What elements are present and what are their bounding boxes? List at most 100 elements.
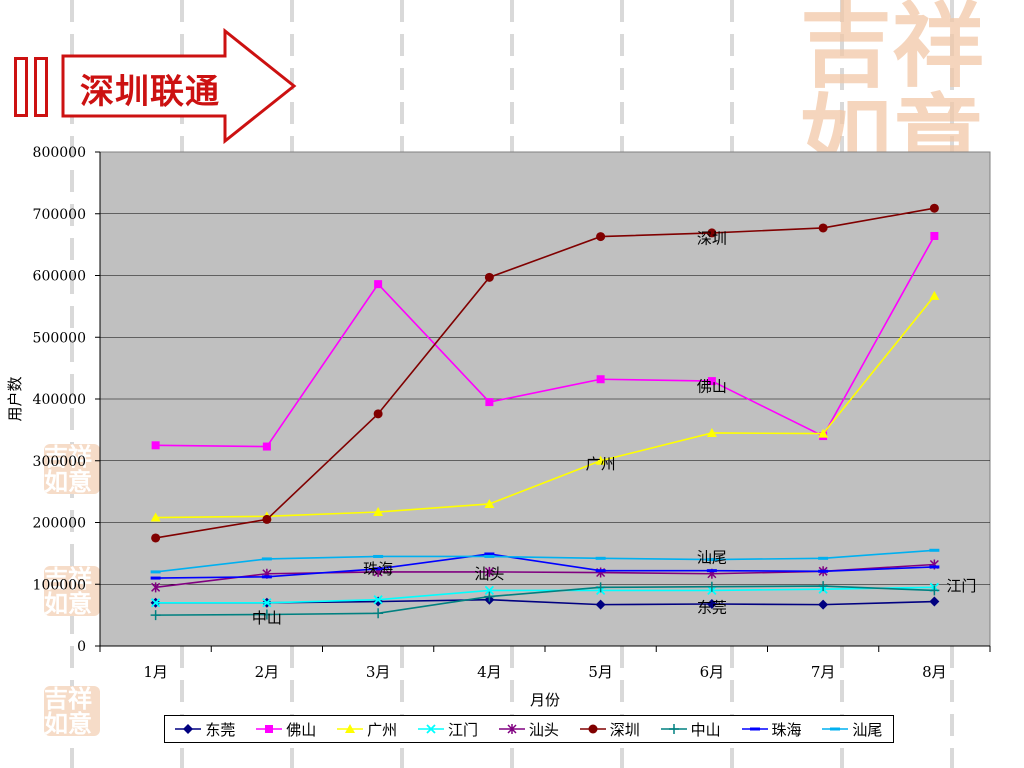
data-point-珠海 (706, 569, 717, 573)
legend-marker (749, 727, 760, 731)
data-point-广州 (818, 428, 829, 438)
data-point-佛山 (374, 280, 383, 289)
data-point-珠海 (929, 565, 940, 569)
legend-item: 珠海 (741, 719, 802, 740)
x-tick-label: 7月 (811, 663, 836, 681)
legend-marker (507, 724, 517, 734)
y-tick-label: 300000 (33, 454, 86, 470)
series-annotation: 中山 (252, 609, 282, 627)
series-line-广州 (155, 295, 935, 519)
legend-label: 东莞 (205, 720, 236, 739)
legend-marker (588, 724, 598, 734)
decor-dashed-line (70, 0, 74, 768)
legend-label: 江门 (448, 720, 479, 739)
legend-label: 汕尾 (852, 720, 883, 739)
data-point-东莞 (595, 599, 606, 610)
data-point-汕尾 (150, 570, 161, 574)
series-line-汕尾 (155, 549, 935, 573)
legend-item: 东莞 (175, 719, 235, 740)
legend-item: 汕头 (498, 719, 559, 740)
data-point-佛山 (707, 377, 716, 386)
legend-swatch (822, 727, 849, 731)
series-annotation: 东莞 (697, 599, 727, 617)
title-bar-left (14, 57, 28, 117)
data-point-中山 (818, 581, 829, 592)
legend-swatch (498, 724, 525, 734)
decor-seal-small: 吉祥如意 (44, 686, 100, 736)
legend-swatch (175, 724, 202, 734)
data-point-深圳 (151, 533, 161, 543)
data-point-中山 (595, 582, 606, 593)
data-point-深圳 (707, 228, 717, 238)
data-point-东莞 (818, 599, 829, 610)
data-point-汕头 (151, 582, 161, 593)
data-point-佛山 (485, 398, 494, 407)
data-point-江门 (262, 598, 272, 608)
data-point-汕尾 (595, 556, 606, 560)
series-annotation: 佛山 (697, 378, 727, 396)
x-axis-title: 月份 (530, 691, 560, 709)
series-line-深圳 (155, 207, 935, 539)
decor-seal-small: 吉祥如意 (44, 566, 100, 616)
legend-item: 深圳 (579, 719, 640, 740)
data-point-佛山 (151, 441, 160, 450)
x-tick-label: 8月 (922, 663, 947, 681)
data-point-汕尾 (373, 554, 384, 558)
legend-marker (345, 724, 356, 733)
data-point-深圳 (484, 272, 494, 282)
legend-marker (668, 724, 679, 734)
legend-label: 深圳 (609, 720, 640, 739)
data-point-汕尾 (818, 556, 829, 560)
legend-swatch (256, 725, 283, 733)
y-tick-label: 700000 (33, 207, 86, 223)
legend-swatch (660, 724, 687, 734)
series-annotation: 广州 (586, 455, 616, 473)
data-point-佛山 (596, 375, 605, 384)
series-annotation: 深圳 (697, 229, 727, 247)
legend-swatch (418, 724, 445, 734)
data-point-珠海 (261, 575, 272, 579)
data-point-江门 (484, 585, 495, 596)
data-point-珠海 (484, 552, 495, 556)
x-tick-label: 4月 (477, 663, 502, 681)
series-line-中山 (155, 585, 935, 616)
legend-label: 汕头 (528, 720, 559, 739)
legend-label: 广州 (367, 720, 398, 739)
page-title: 深圳联通 (80, 72, 220, 112)
y-tick-label: 100000 (33, 577, 86, 593)
legend-marker (265, 725, 274, 733)
data-point-汕尾 (484, 554, 495, 558)
data-point-汕尾 (706, 558, 717, 562)
data-point-江门 (373, 595, 383, 605)
series-line-珠海 (155, 553, 935, 579)
data-point-中山 (150, 610, 161, 621)
data-point-汕尾 (261, 557, 272, 561)
data-point-中山 (261, 609, 272, 620)
series-line-佛山 (155, 235, 936, 448)
legend-marker (426, 724, 436, 734)
legend-item: 汕尾 (822, 719, 882, 740)
series-line-江门 (155, 586, 935, 604)
legend-item: 佛山 (256, 719, 316, 740)
data-point-佛山 (262, 442, 271, 451)
legend-item: 广州 (337, 719, 397, 740)
series-annotation: 珠海 (363, 560, 393, 578)
data-point-深圳 (929, 203, 939, 213)
data-point-中山 (484, 591, 495, 602)
y-tick-label: 200000 (33, 516, 86, 532)
data-point-珠海 (595, 569, 606, 573)
legend-swatch (579, 724, 606, 734)
y-axis-title: 用户数 (6, 376, 24, 421)
data-point-汕头 (484, 566, 494, 577)
chart-legend: 东莞 佛山 广州 江门 汕头 深圳 中山 珠海 汕尾 (164, 715, 894, 743)
x-tick-label: 1月 (143, 663, 168, 681)
y-tick-label: 500000 (33, 330, 86, 346)
data-point-中山 (706, 581, 717, 592)
x-tick-label: 5月 (588, 663, 613, 681)
data-point-江门 (150, 598, 161, 608)
data-point-广州 (484, 498, 495, 508)
legend-item: 中山 (660, 719, 721, 740)
data-point-佛山 (930, 231, 939, 240)
legend-label: 佛山 (286, 720, 317, 739)
series-annotation: 江门 (946, 577, 976, 595)
